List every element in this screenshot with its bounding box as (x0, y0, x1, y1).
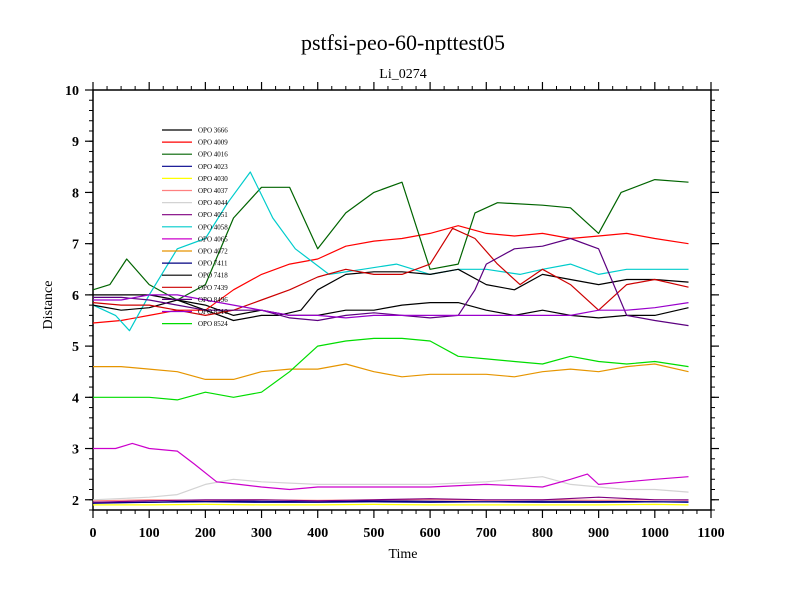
legend-label: OPO 7411 (198, 260, 228, 268)
series-line-opo-7439 (92, 227, 689, 316)
x-tick-label: 0 (90, 526, 97, 541)
series-line-opo-7411 (92, 501, 689, 504)
y-tick-label: 6 (72, 289, 79, 304)
legend-label: OPO 3666 (198, 127, 228, 135)
y-tick-label: 9 (72, 135, 79, 150)
x-tick-label: 600 (420, 526, 441, 541)
series-line-opo-4051 (92, 496, 689, 503)
x-tick-label: 1000 (641, 526, 669, 541)
legend-label: OPO 4037 (198, 187, 228, 195)
y-tick-label: 10 (65, 84, 79, 99)
series-line-opo-4030 (93, 503, 689, 506)
legend-label: OPO 7418 (198, 272, 228, 280)
series-layer (92, 171, 689, 506)
x-tick-label: 700 (476, 526, 497, 541)
legend: OPO 3666 OPO 4009 OPO 4016 OPO 4023 OPO 4030… (162, 127, 228, 328)
x-tick-label: 100 (139, 526, 160, 541)
legend-label: OPO 4030 (198, 175, 228, 183)
legend-label: OPO 4051 (198, 211, 228, 219)
y-tick-label: 8 (72, 186, 79, 201)
y-tick-label: 7 (72, 238, 79, 253)
series-line-opo-7418 (92, 268, 689, 322)
legend-label: OPO 4065 (198, 235, 228, 243)
x-tick-label: 300 (251, 526, 272, 541)
y-tick-label: 5 (72, 340, 79, 355)
legend-label: OPO 4023 (198, 163, 228, 171)
series-line-opo-4072 (93, 363, 689, 380)
legend-label: OPO 8510 (198, 308, 228, 316)
legend-label: OPO 4009 (198, 139, 228, 147)
series-line-opo-4023 (93, 500, 689, 503)
chart-subtitle: Li_0274 (379, 67, 426, 82)
legend-label: OPO 4044 (198, 199, 228, 207)
y-tick-label: 4 (72, 391, 79, 406)
series-line-opo-8510 (93, 294, 689, 319)
y-axis-label: Distance (41, 281, 56, 330)
x-axis-label: Time (388, 547, 417, 562)
series-line-opo-4044 (92, 476, 689, 501)
legend-label: OPO 4058 (198, 223, 228, 231)
x-tick-label: 400 (307, 526, 328, 541)
series-line-opo-4065 (93, 442, 689, 491)
x-tick-label: 800 (532, 526, 553, 541)
x-tick-label: 900 (588, 526, 609, 541)
y-tick-label: 3 (72, 443, 79, 458)
series-line-opo-8524 (93, 337, 689, 401)
legend-label: OPO 8496 (198, 296, 228, 304)
series-line-opo-4009 (92, 225, 689, 324)
legend-label: OPO 4016 (198, 151, 228, 159)
legend-label: OPO 7439 (198, 284, 228, 292)
axes: 0 100 200 300 400 500 600 700 800 900 1000 1100 2 3 4 5… (65, 82, 725, 541)
legend-label: OPO 8524 (198, 320, 228, 328)
x-tick-label: 200 (195, 526, 216, 541)
legend-label: OPO 4072 (198, 248, 228, 256)
x-tick-label: 500 (363, 526, 384, 541)
series-line-opo-3666 (93, 294, 689, 319)
x-tick-label: 1100 (697, 526, 724, 541)
chart-title: pstfsi-peo-60-npttest05 (301, 30, 505, 55)
series-line-opo-4058 (92, 171, 689, 332)
y-tick-label: 2 (72, 494, 79, 509)
